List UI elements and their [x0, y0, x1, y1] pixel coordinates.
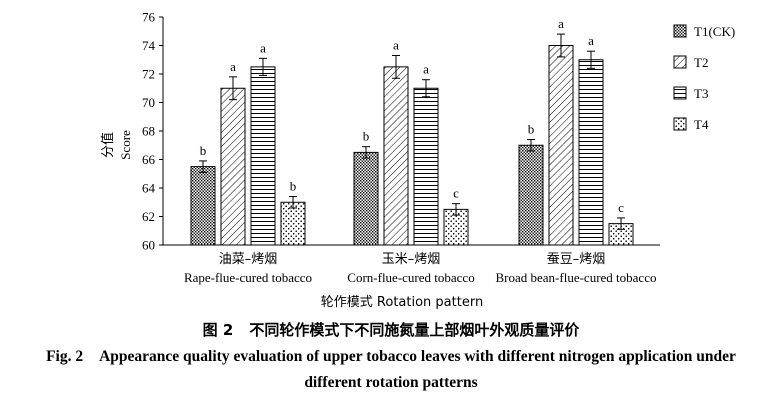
- significance-letter: a: [393, 37, 399, 52]
- figure-title-cn: 不同轮作模式下不同施氮量上部烟叶外观质量评价: [249, 321, 580, 339]
- y-tick-label: 72: [142, 67, 155, 82]
- bar-t1ck-1: [190, 166, 216, 246]
- figure-number-en: Fig. 2: [46, 348, 84, 365]
- significance-letter: c: [618, 200, 624, 215]
- x-tick-label-cn: 玉米–烤烟: [382, 252, 441, 267]
- significance-letter: b: [363, 129, 370, 144]
- y-tick-label: 66: [142, 152, 156, 167]
- bar-t1ck-3: [518, 144, 544, 246]
- legend-swatch: [673, 117, 687, 131]
- x-axis-title: 轮作模式 Rotation pattern: [321, 295, 483, 310]
- legend-label: T2: [694, 55, 708, 70]
- bar-t4-1: [280, 201, 306, 246]
- bar-t2-2: [383, 66, 409, 246]
- significance-letter: a: [588, 33, 594, 48]
- legend: T1(CK) T2 T3 T4: [673, 24, 735, 132]
- y-axis-title: 分值 Score: [100, 130, 133, 160]
- axes: 60 62 64 66 68 70 72 74 76: [142, 10, 660, 253]
- figure-caption-en-line2: different rotation patterns: [0, 374, 782, 392]
- legend-swatch: [673, 86, 687, 100]
- x-tick-label-cn: 油菜–烤烟: [219, 252, 278, 267]
- legend-label: T4: [694, 117, 709, 132]
- bar-t2-3: [548, 45, 574, 246]
- significance-letter: c: [453, 186, 459, 201]
- significance-letter: b: [290, 179, 297, 194]
- y-axis-title-en: Score: [118, 130, 133, 160]
- y-tick-label: 64: [142, 181, 156, 196]
- x-tick-label-en: Corn-flue-cured tobacco: [347, 270, 474, 285]
- legend-label: T1(CK): [694, 24, 735, 39]
- significance-letter: a: [558, 16, 564, 31]
- figure-caption-en-line1: Fig. 2 Appearance quality evaluation of u…: [0, 348, 782, 366]
- bar-t3-3: [578, 59, 604, 246]
- y-tick-label: 76: [142, 10, 156, 25]
- significance-letter: a: [423, 62, 429, 77]
- figure-number-cn: 图 2: [202, 321, 234, 339]
- legend-swatch: [673, 24, 687, 38]
- legend-label: T3: [694, 86, 708, 101]
- bar-t3-1: [250, 66, 276, 246]
- x-tick-label-cn: 蚕豆–烤烟: [547, 252, 606, 267]
- figure-title-en-line2: different rotation patterns: [304, 374, 478, 391]
- legend-swatch: [673, 55, 687, 69]
- figure-title-en-line1: Appearance quality evaluation of upper t…: [99, 348, 736, 365]
- x-tick-label-en: Broad bean-flue-cured tobacco: [496, 270, 657, 285]
- y-tick-label: 68: [142, 124, 155, 139]
- bar-t1ck-2: [353, 151, 379, 246]
- bar-t3-2: [413, 87, 439, 246]
- significance-letter: b: [200, 143, 207, 158]
- y-tick-label: 60: [142, 238, 155, 253]
- bars: b b b a a a a a a b c c: [190, 16, 634, 246]
- figure-caption-cn: 图 2 不同轮作模式下不同施氮量上部烟叶外观质量评价: [0, 319, 782, 340]
- bar-t2-1: [220, 87, 246, 246]
- significance-letter: b: [528, 122, 535, 137]
- y-tick-label: 74: [142, 38, 156, 53]
- significance-letter: a: [260, 40, 266, 55]
- y-axis-title-cn: 分值: [100, 132, 116, 158]
- y-tick-label: 70: [142, 95, 155, 110]
- y-tick-label: 62: [142, 209, 155, 224]
- x-tick-label-en: Rape-flue-cured tobacco: [184, 270, 312, 285]
- bar-chart: 分值 Score 60 62 64 66 68 70 72 74 76 b b b a a a a a a b c c…: [100, 10, 735, 311]
- significance-letter: a: [230, 59, 236, 74]
- x-category-labels: 油菜–烤烟 Rape-flue-cured tobacco 玉米–烤烟 Corn-fl…: [184, 252, 657, 285]
